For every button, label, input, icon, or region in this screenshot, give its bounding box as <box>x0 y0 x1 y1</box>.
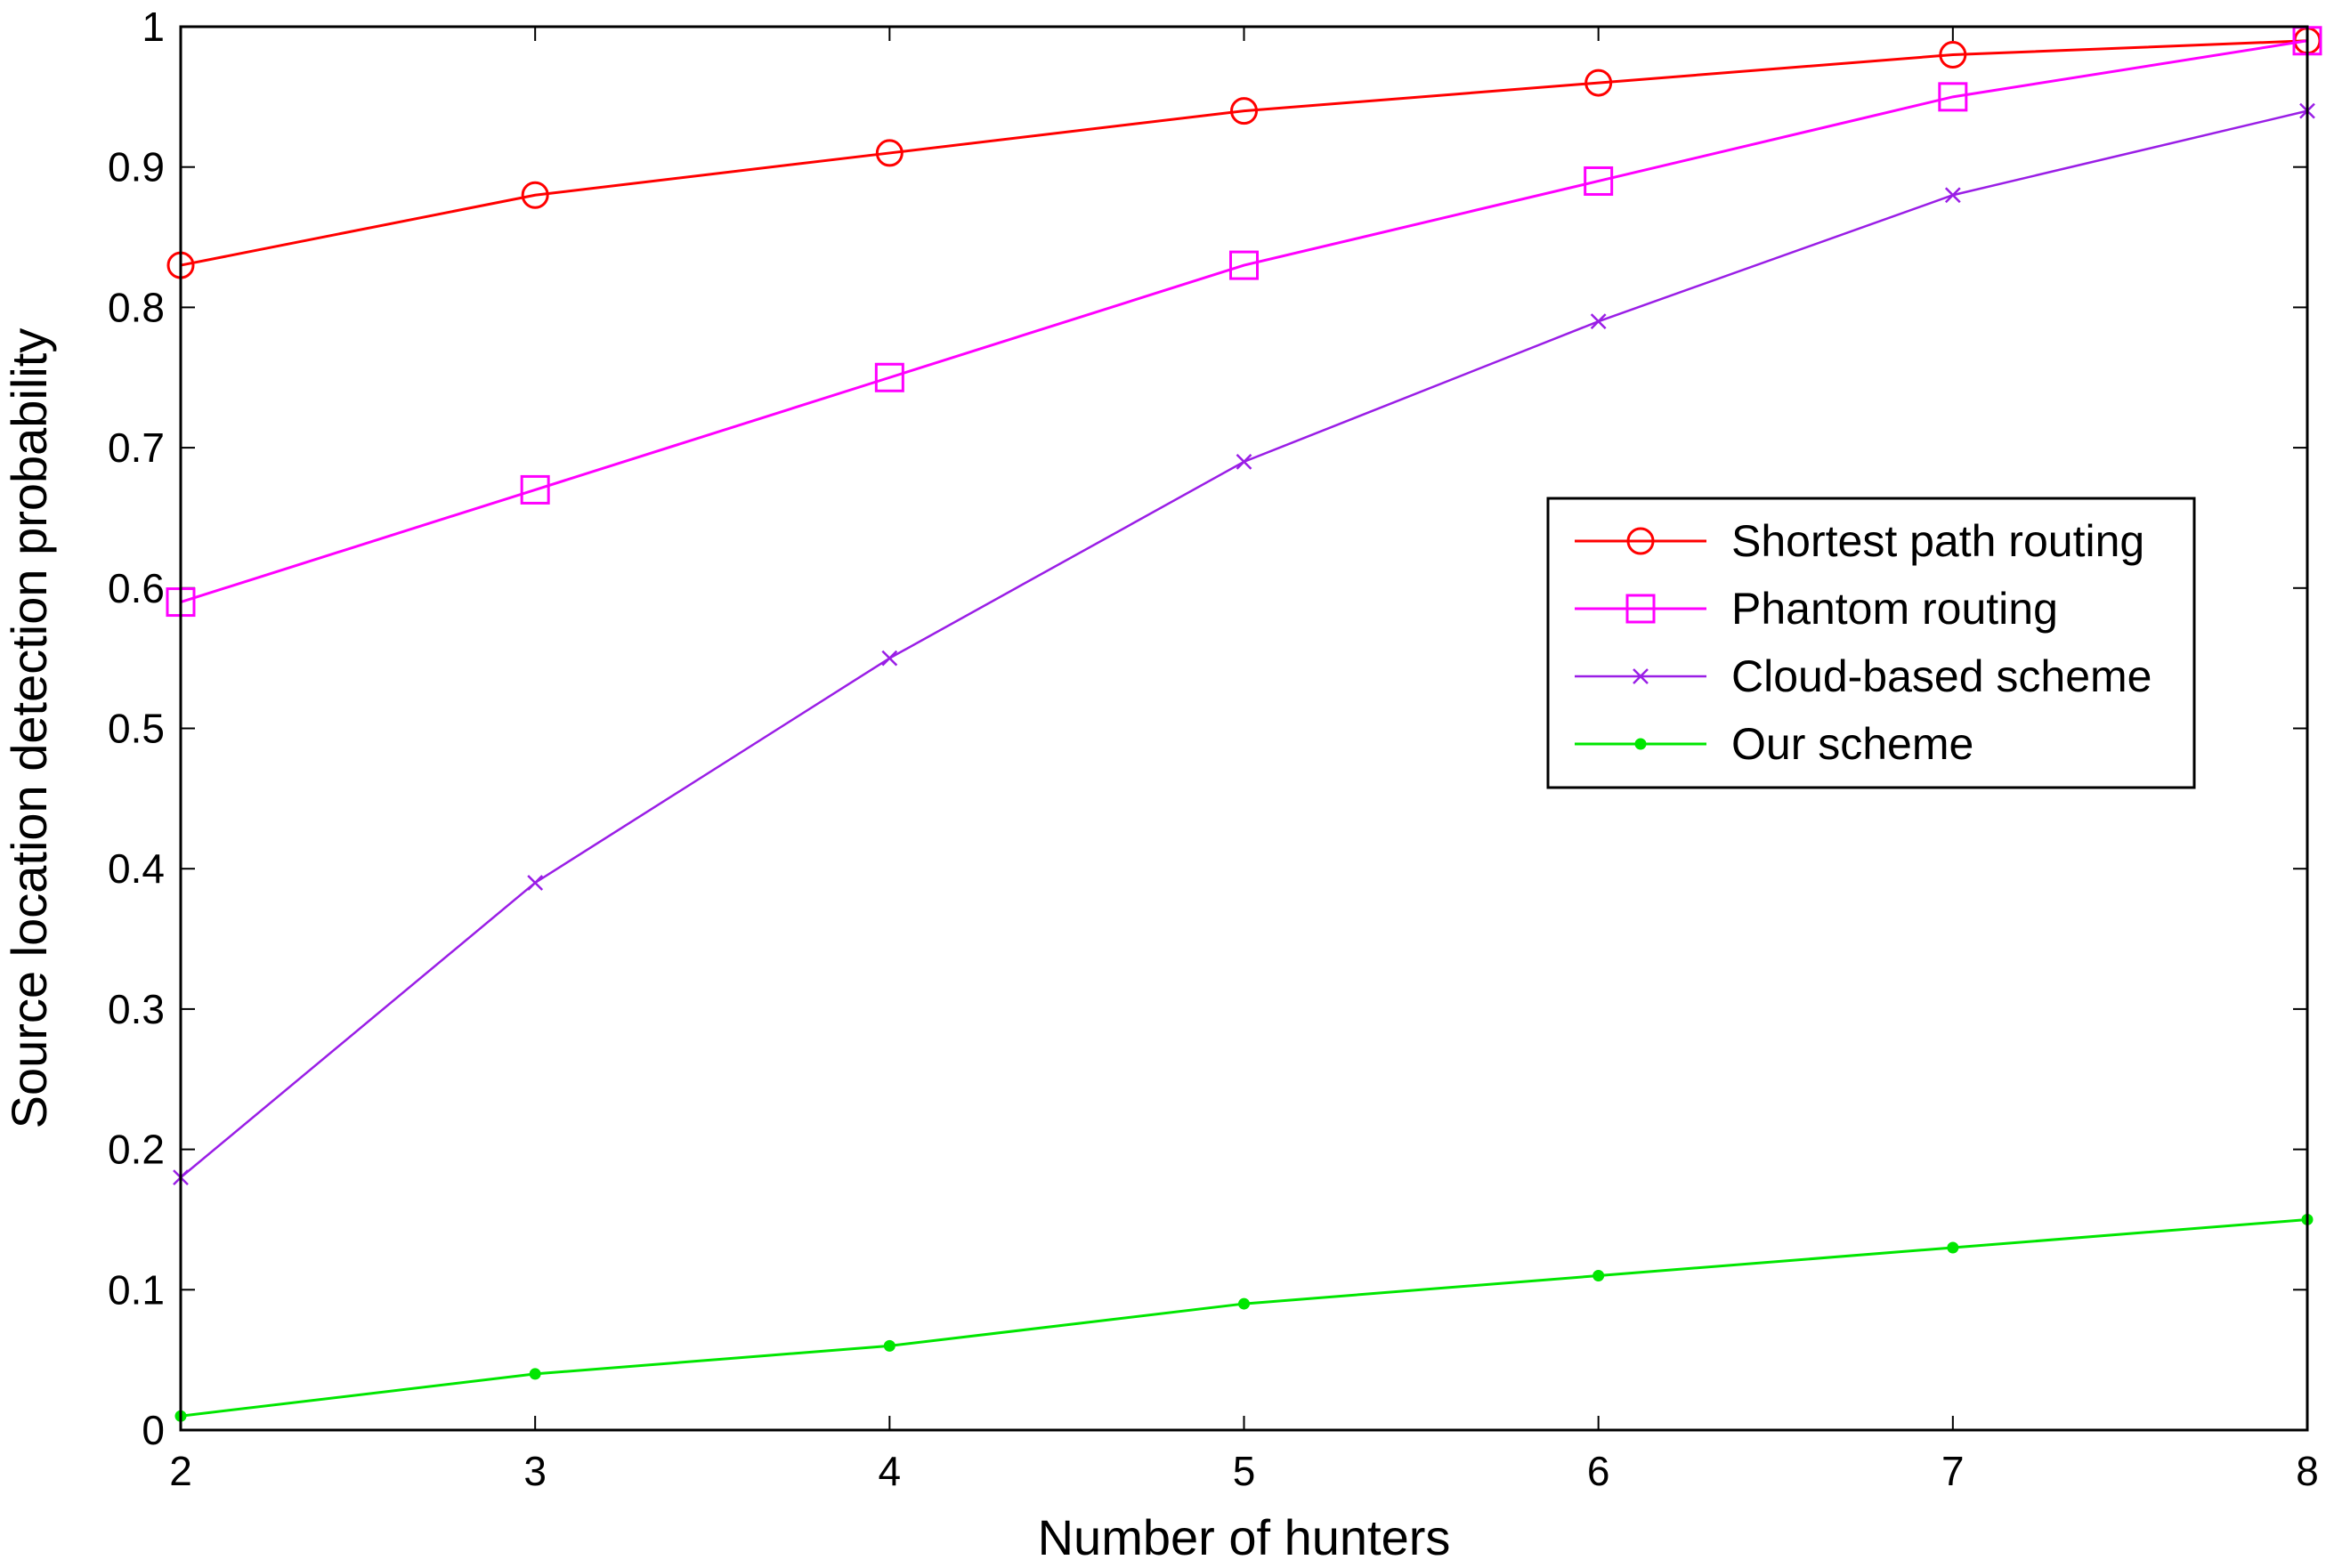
series-cloud-based-scheme <box>173 102 2315 1186</box>
series-phantom-routing <box>166 26 2322 618</box>
legend-swatch-marker <box>1626 527 1655 555</box>
y-tick-label: 0.5 <box>108 706 165 752</box>
data-point <box>1938 82 1968 112</box>
data-point <box>1590 313 1607 330</box>
data-point <box>874 362 904 392</box>
x-marker-stroke <box>1236 453 1252 470</box>
y-tick-label: 0.2 <box>108 1127 165 1173</box>
legend-swatch-marker <box>1633 668 1649 684</box>
data-point <box>875 139 904 167</box>
x-tick-label: 4 <box>879 1448 902 1494</box>
legend-box <box>1546 497 2196 789</box>
x-tick-label: 3 <box>523 1448 547 1494</box>
x-tick-label: 5 <box>1233 1448 1256 1494</box>
data-point <box>1592 1270 1605 1282</box>
y-axis-ticks: 0 0.1 0.2 0.3 0.4 0.5 0.6 0.7 0.8 0.9 1 <box>108 4 2307 1453</box>
x-marker-stroke <box>527 875 544 891</box>
x-marker-stroke <box>1590 313 1607 330</box>
data-point <box>1238 1297 1250 1310</box>
series-line <box>180 39 2308 603</box>
legend-label: Cloud-based scheme <box>1731 651 2152 701</box>
legend-swatch-marker <box>1625 594 1656 624</box>
legend-label: Phantom routing <box>1731 584 2058 634</box>
data-point <box>883 1339 896 1352</box>
legend-item: Shortest path routing <box>1575 516 2144 566</box>
y-tick-label: 1 <box>142 4 165 50</box>
data-point <box>529 1368 541 1380</box>
data-point <box>521 181 549 209</box>
data-point <box>1236 453 1252 470</box>
x-marker-stroke <box>1633 668 1649 684</box>
x-tick-label: 2 <box>169 1448 192 1494</box>
legend-item: Cloud-based scheme <box>1575 651 2152 701</box>
data-point <box>1229 250 1259 280</box>
legend-item: Our scheme <box>1575 719 1973 769</box>
data-point <box>1230 97 1258 125</box>
data-point <box>527 875 544 891</box>
y-axis-title: Source location detection probability <box>1 328 57 1129</box>
y-tick-label: 0.9 <box>108 144 165 190</box>
x-tick-label: 8 <box>2296 1448 2319 1494</box>
x-axis-ticks: 2 3 4 5 6 7 8 <box>169 27 2319 1494</box>
y-tick-label: 0.4 <box>108 845 165 892</box>
x-axis-title: Number of hunters <box>1038 1509 1451 1565</box>
y-tick-label: 0.8 <box>108 284 165 330</box>
x-tick-label: 6 <box>1587 1448 1610 1494</box>
x-marker-stroke <box>881 650 898 667</box>
data-point <box>881 650 898 667</box>
legend-label: Our scheme <box>1731 719 1973 769</box>
data-point <box>1584 69 1613 97</box>
data-point <box>520 474 550 505</box>
y-tick-label: 0.1 <box>108 1266 165 1313</box>
data-point <box>1944 187 1961 204</box>
y-tick-label: 0.3 <box>108 986 165 1032</box>
data-point <box>1584 166 1614 196</box>
y-tick-label: 0.6 <box>108 565 165 611</box>
legend-label: Shortest path routing <box>1731 516 2144 566</box>
series-layer <box>166 26 2322 1422</box>
legend-swatch-marker <box>1634 738 1647 750</box>
x-tick-label: 7 <box>1941 1448 1965 1494</box>
data-point <box>1939 41 1967 69</box>
legend-item: Phantom routing <box>1575 584 2058 634</box>
series-line <box>180 39 2308 267</box>
data-point <box>1947 1241 1959 1254</box>
axes-box <box>179 25 2309 1432</box>
legend: Shortest path routing Phantom routing Clou… <box>1546 497 2196 789</box>
y-tick-label: 0.7 <box>108 424 165 471</box>
axes-frame <box>179 25 2309 1432</box>
x-marker-stroke <box>1944 187 1961 204</box>
y-tick-label: 0 <box>142 1407 165 1453</box>
